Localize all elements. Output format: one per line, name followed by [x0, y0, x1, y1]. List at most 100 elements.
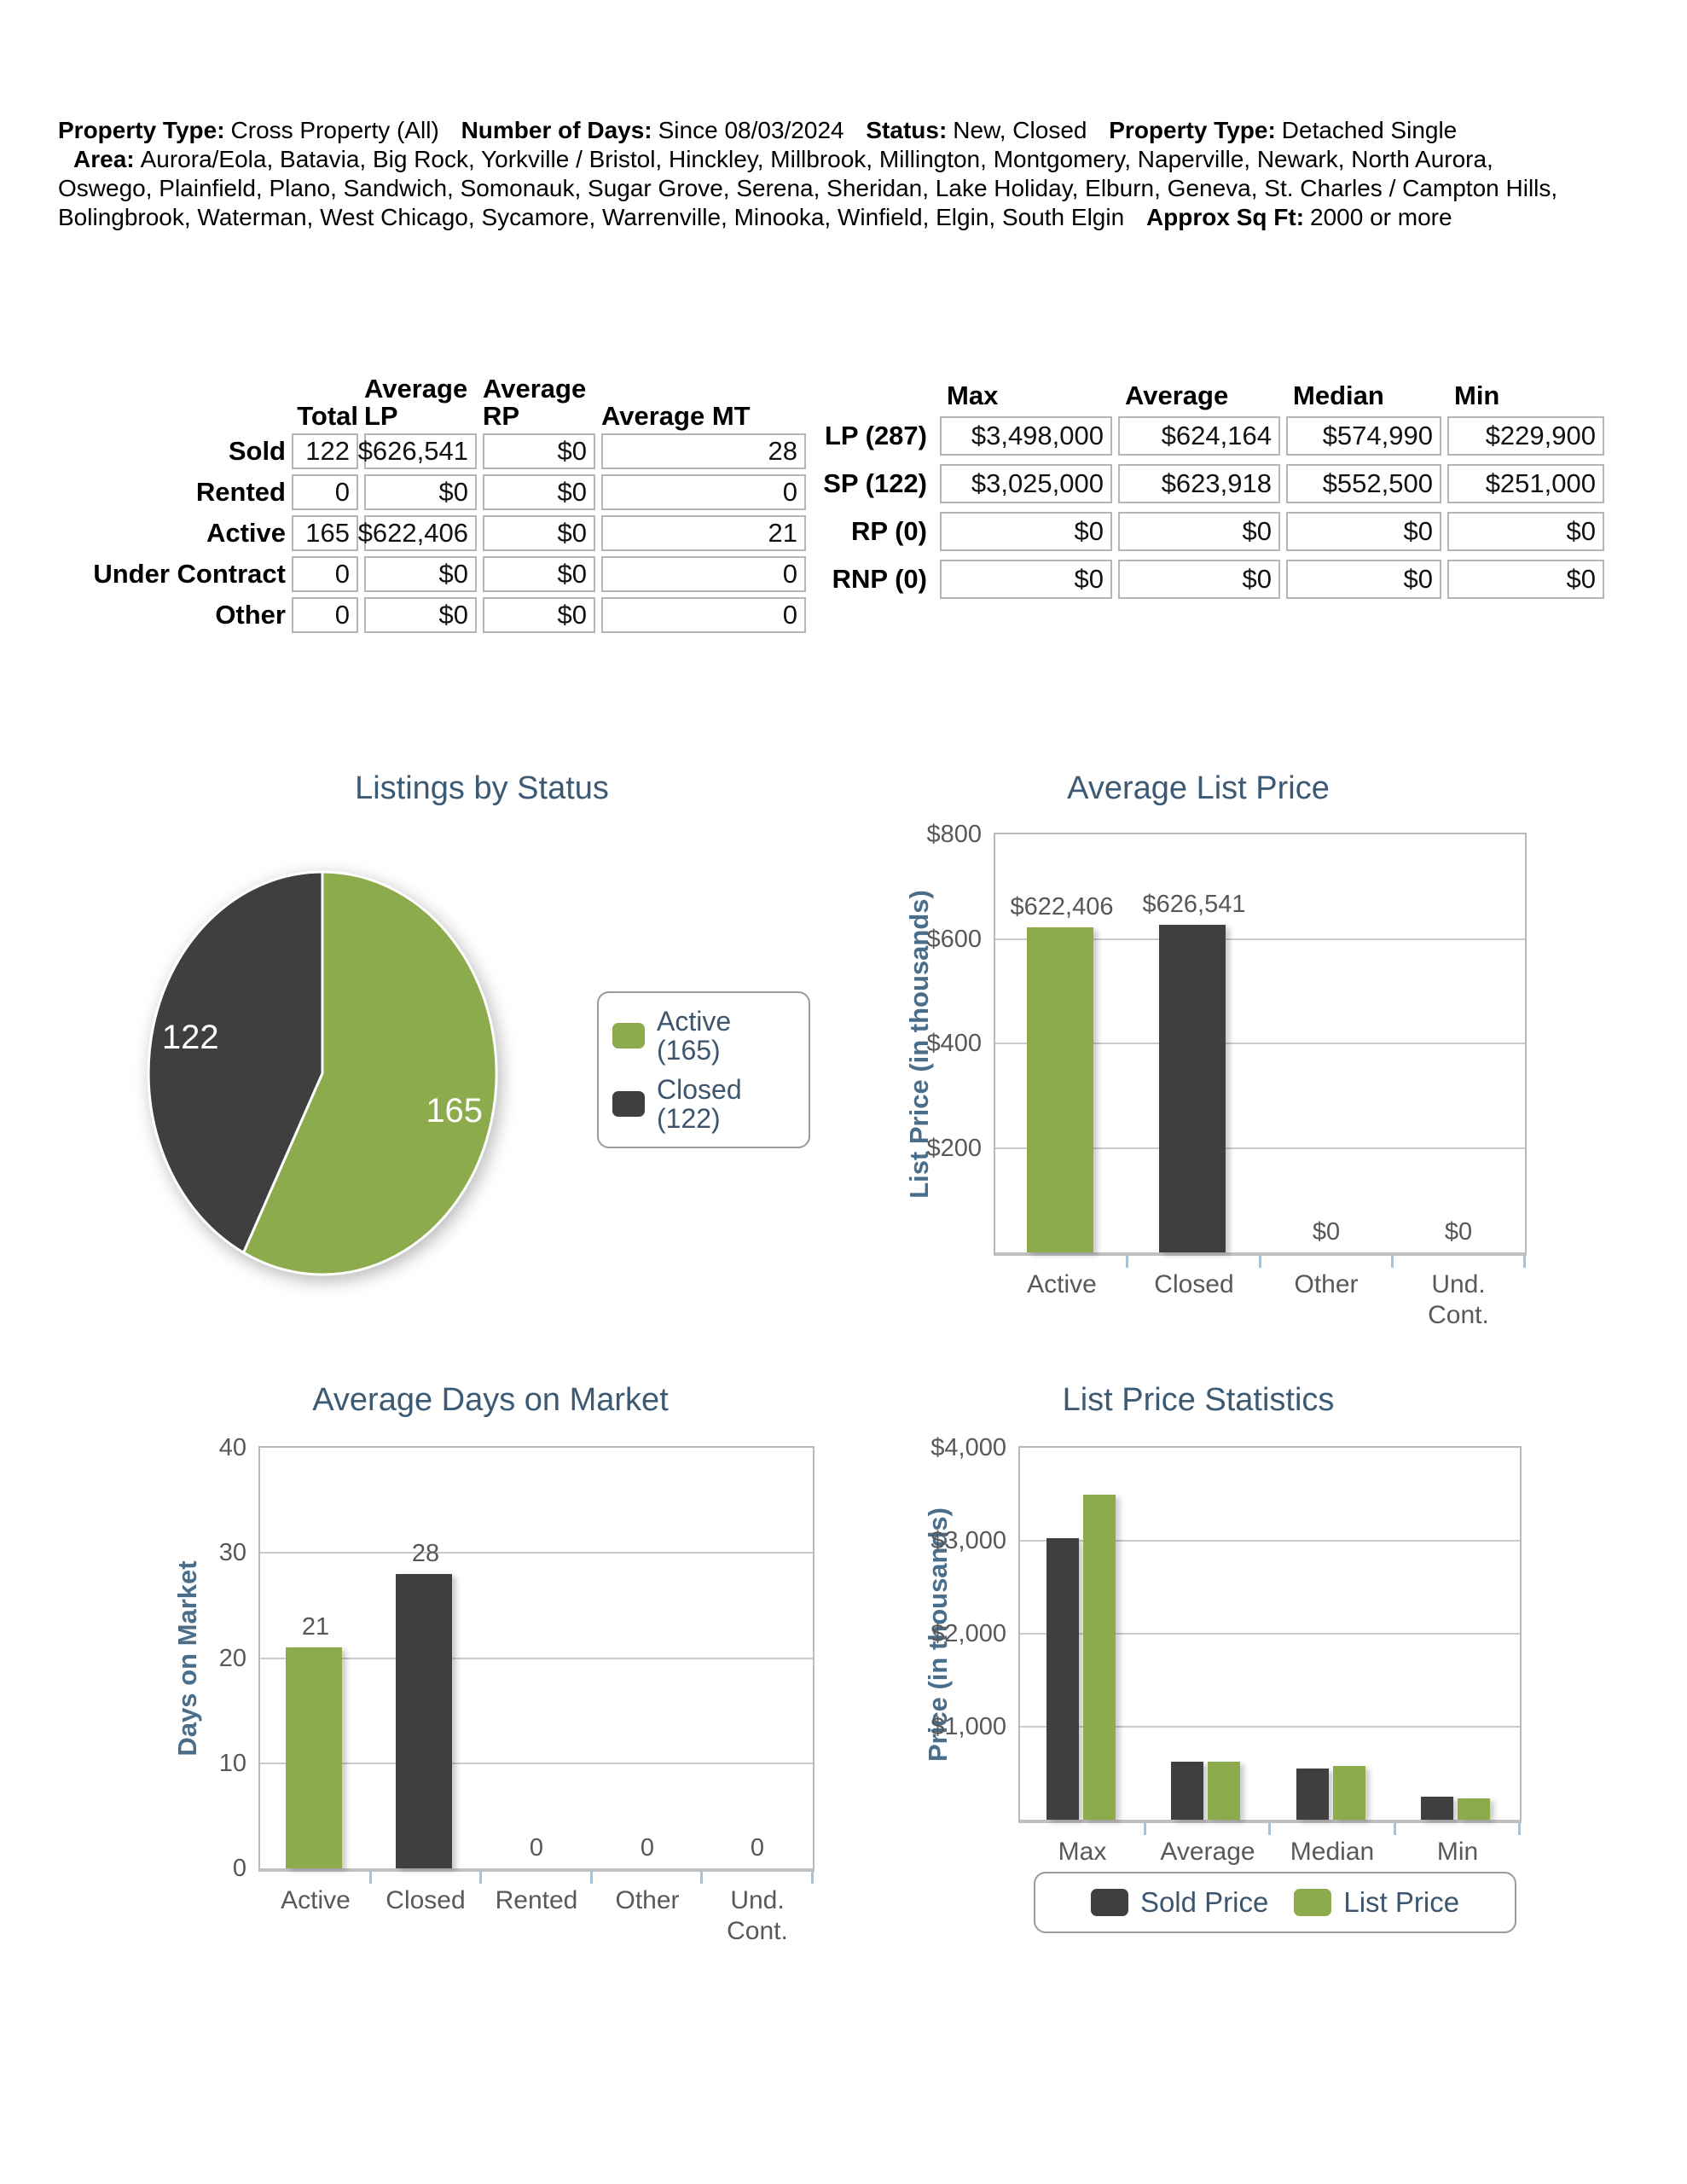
cell-rp-min: $0: [1447, 512, 1604, 551]
pie-slice-value-label: 165: [426, 1092, 483, 1130]
x-axis-label: Und. Cont.: [727, 1886, 788, 1945]
criteria-label: Status:: [866, 117, 948, 143]
bar-sold-price-max: [1046, 1538, 1079, 1820]
criteria-label: Property Type:: [1109, 117, 1276, 143]
listings-by-status-pie: 165 122: [118, 841, 527, 1302]
cell-other-avg-lp: $0: [364, 597, 477, 633]
criteria-label: Property Type:: [58, 117, 225, 143]
bar-value-label: $0: [1312, 1218, 1341, 1246]
cell-rented-avg-lp: $0: [364, 474, 477, 510]
cell-other-total: 0: [292, 597, 358, 633]
x-tick-mark: [700, 1872, 704, 1884]
row-label-sp: SP (122): [823, 468, 927, 498]
criteria-number-of-days: Number of Days: Since 08/03/2024: [446, 117, 844, 143]
criteria-value: 2000 or more: [1310, 204, 1452, 230]
cell-rp-median: $0: [1286, 512, 1441, 551]
criteria-property-type: Property Type: Cross Property (All): [58, 117, 439, 143]
x-axis-label: Other: [1294, 1270, 1359, 1298]
x-axis-label: Average: [1160, 1838, 1255, 1866]
bar-value-label: $622,406: [1010, 893, 1114, 921]
bar-value-label: $626,541: [1142, 891, 1246, 918]
cell-active-total: 165: [292, 515, 358, 551]
gridline-30: [260, 1552, 813, 1554]
x-tick-mark: [811, 1872, 814, 1884]
x-tick-mark: [368, 1872, 372, 1884]
col-header-average-rp: Average RP: [483, 374, 587, 431]
bar-list-price-average: [1208, 1762, 1240, 1820]
x-axis-label: Max: [1058, 1838, 1107, 1866]
cell-rp-max: $0: [940, 512, 1112, 551]
bar-value-label: 0: [529, 1834, 544, 1862]
corner-cell: [60, 375, 286, 433]
legend-item-list-price: List Price: [1294, 1888, 1459, 1917]
y-tick-label: $600: [926, 925, 982, 953]
x-axis-label: Rented: [495, 1886, 578, 1914]
gridline-200: [995, 1147, 1525, 1149]
x-tick-mark: [589, 1872, 593, 1884]
y-tick-label: $800: [926, 821, 982, 848]
col-header-total: Total: [297, 401, 358, 431]
bar-sold-price-average: [1171, 1762, 1203, 1820]
row-label-rnp: RNP (0): [832, 564, 927, 594]
corner-cell: [821, 380, 934, 416]
x-axis-label: Min: [1436, 1838, 1479, 1866]
x-tick-mark: [1390, 1256, 1394, 1268]
bar-active: [286, 1647, 342, 1868]
bar-list-price-max: [1083, 1495, 1116, 1820]
y-tick-label: $3,000: [930, 1527, 1006, 1554]
price-stats-legend: Sold Price List Price: [1034, 1872, 1516, 1933]
y-tick-label: $1,000: [930, 1713, 1006, 1740]
gridline-3000: [1020, 1540, 1520, 1542]
y-tick-label: $4,000: [930, 1434, 1006, 1461]
pie-slice-closed-122-: [147, 870, 324, 1254]
legend-label: Sold Price: [1139, 1886, 1269, 1918]
pie-slice-value-label: 122: [162, 1019, 219, 1056]
cell-sold-total: 122: [292, 433, 358, 469]
gridline-600: [995, 938, 1525, 940]
criteria-area: Area: Aurora/Eola, Batavia, Big Rock, Yor…: [58, 146, 1557, 230]
criteria-approx-sqft: Approx Sq Ft: 2000 or more: [1131, 204, 1452, 230]
cell-uc-avg-rp: $0: [483, 556, 595, 592]
y-tick-label: 40: [218, 1434, 246, 1461]
col-header-max: Max: [947, 380, 999, 410]
cell-uc-avg-mt: 0: [601, 556, 806, 592]
col-header-average: Average: [1125, 380, 1229, 410]
legend-label: Closed (122): [657, 1074, 742, 1134]
cell-lp-average: $624,164: [1118, 416, 1280, 456]
bar-closed: [396, 1574, 452, 1868]
x-tick-mark: [1523, 1256, 1526, 1268]
pie-chart-title: Listings by Status: [355, 770, 609, 806]
criteria-value: New, Closed: [953, 117, 1087, 143]
cell-lp-max: $3,498,000: [940, 416, 1112, 456]
cell-sp-max: $3,025,000: [940, 464, 1112, 503]
cell-active-avg-lp: $622,406: [358, 515, 477, 551]
y-tick-label: 20: [218, 1644, 246, 1672]
bar-value-label: 28: [411, 1540, 440, 1567]
legend-item-sold-price: Sold Price: [1090, 1886, 1269, 1918]
list-price-stats-plot-area: [1018, 1446, 1522, 1823]
cell-active-avg-rp: $0: [483, 515, 595, 551]
cell-rented-avg-mt: 0: [601, 474, 806, 510]
bar-value-label: $0: [1444, 1218, 1473, 1246]
x-tick-mark: [1258, 1256, 1261, 1268]
cell-rnp-average: $0: [1118, 560, 1280, 599]
bar-sold-price-min: [1421, 1797, 1453, 1820]
cell-rnp-min: $0: [1447, 560, 1604, 599]
cell-rnp-max: $0: [940, 560, 1112, 599]
criteria-label: Approx Sq Ft:: [1145, 204, 1305, 230]
cell-rented-avg-rp: $0: [483, 474, 595, 510]
cell-sp-average: $623,918: [1118, 464, 1280, 503]
y-tick-label: $200: [926, 1134, 982, 1162]
bar-value-label: 21: [301, 1613, 330, 1641]
avg-list-price-chart-title: Average List Price: [1067, 770, 1330, 806]
col-header-average-mt: Average MT: [601, 401, 751, 431]
x-tick-mark: [1143, 1823, 1146, 1835]
criteria-value: Aurora/Eola, Batavia, Big Rock, Yorkvill…: [58, 146, 1558, 230]
bar-active: [1027, 927, 1093, 1252]
list-price-stats-chart-title: List Price Statistics: [1062, 1382, 1335, 1418]
bar-closed: [1159, 925, 1226, 1252]
legend-item-active: Active (165): [612, 1007, 798, 1065]
search-criteria-header: Property Type: Cross Property (All) Numbe…: [58, 116, 1593, 232]
x-tick-mark: [1126, 1256, 1129, 1268]
cell-rnp-median: $0: [1286, 560, 1441, 599]
